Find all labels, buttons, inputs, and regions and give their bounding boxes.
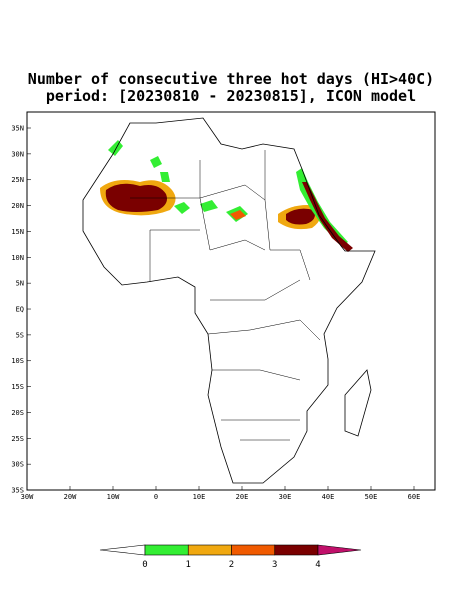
lon-label: 0 (154, 493, 158, 501)
borders (130, 150, 321, 441)
colorbar: 0 1 2 3 4 (99, 544, 362, 570)
lat-labels: 35N 30N 25N 20N 15N 10N 5N EQ 5S 10S 15S 20S 25S 30S 3… (11, 125, 31, 495)
colorbar-box (187, 544, 232, 556)
lon-labels: 30W 20W 10W 0 10E 20E 30E 40E 50E 60E (21, 486, 421, 501)
map-title: Number of consecutive three hot days (HI… (28, 70, 434, 88)
africa-coastline (82, 117, 376, 484)
lon-label: 20E (236, 493, 249, 501)
lat-label: 20N (11, 202, 24, 210)
lat-label: 15S (11, 383, 24, 391)
colorbar-box (231, 544, 276, 556)
lat-label: 5N (16, 280, 24, 288)
map-area (26, 111, 436, 491)
colorbar-under (99, 544, 146, 556)
lat-label: 25N (11, 176, 24, 184)
lon-label: 10W (107, 493, 120, 501)
lat-label: 10S (11, 357, 24, 365)
colorbar-label: 1 (186, 560, 191, 570)
lon-label: 60E (408, 493, 421, 501)
lon-label: 30W (21, 493, 34, 501)
lat-label: 10N (11, 254, 24, 262)
lat-label: 35N (11, 125, 24, 133)
colorbar-box (274, 544, 319, 556)
lon-label: 30E (279, 493, 292, 501)
lon-label: 50E (365, 493, 378, 501)
colorbar-box (144, 544, 189, 556)
lon-label: 10E (193, 493, 206, 501)
lat-label: 20S (11, 409, 24, 417)
lat-label: 35S (11, 487, 24, 495)
lat-label: 25S (11, 435, 24, 443)
madagascar (344, 369, 372, 437)
map-frame (26, 111, 436, 491)
lat-label: 15N (11, 228, 24, 236)
map-subtitle: period: [20230810 - 20230815], ICON mode… (46, 87, 416, 105)
lon-label: 40E (322, 493, 335, 501)
lat-label: EQ (16, 306, 24, 314)
colorbar-label: 3 (272, 560, 277, 570)
colorbar-label: 2 (229, 560, 234, 570)
colorbar-over (317, 544, 362, 556)
colorbar-label: 4 (315, 560, 320, 570)
lon-label: 20W (64, 493, 77, 501)
lat-label: 30N (11, 150, 24, 158)
lat-label: 30S (11, 461, 24, 469)
lat-label: 5S (16, 331, 24, 339)
colorbar-label: 0 (142, 560, 147, 570)
